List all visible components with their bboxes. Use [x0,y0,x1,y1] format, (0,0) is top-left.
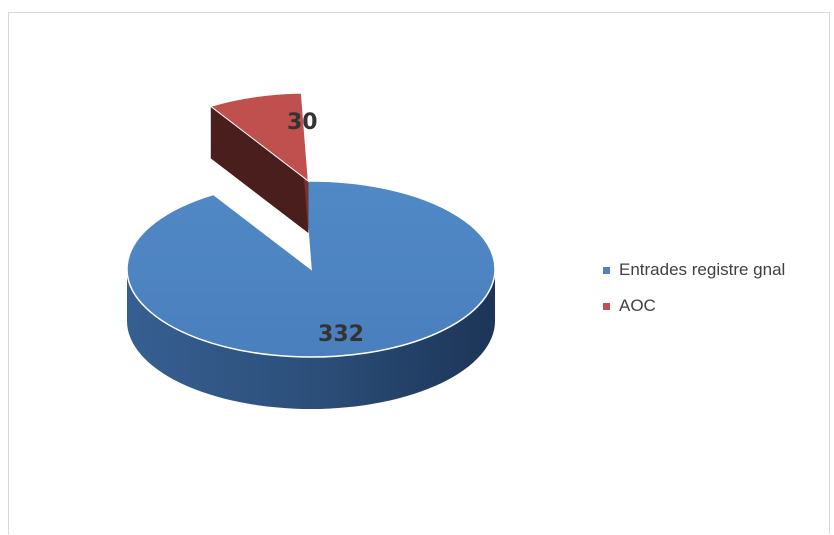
legend-swatch-aoc [603,302,610,310]
chart-area: 332 30 Entrades registre gnal AOC [8,12,830,534]
slice-aoc [209,92,309,183]
legend-item-entrades: Entrades registre gnal [603,259,785,281]
pie-chart: 332 30 [126,92,496,409]
slice-entrades [126,180,496,358]
data-label-entrades: 332 [318,322,364,347]
legend-item-aoc: AOC [603,295,785,317]
legend-label-aoc: AOC [619,296,656,315]
slice-side-entrades [127,269,495,409]
data-label-aoc: 30 [287,110,318,135]
legend-label-entrades: Entrades registre gnal [619,260,786,279]
legend: Entrades registre gnal AOC [603,259,785,331]
legend-swatch-entrades [603,266,610,274]
slice-wall-aoc-left [210,106,309,234]
